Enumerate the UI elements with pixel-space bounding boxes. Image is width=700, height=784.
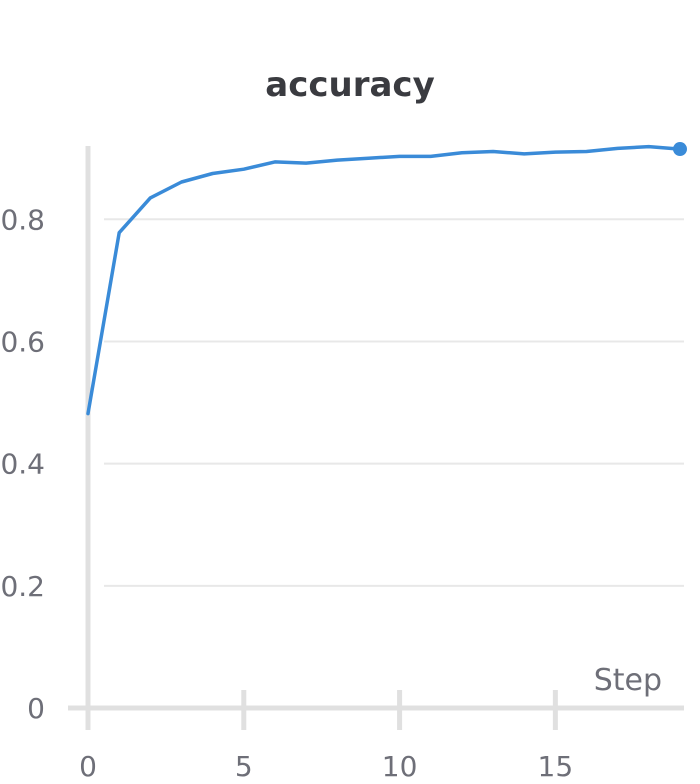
x-tick-label: 5 — [235, 750, 253, 783]
x-axis-label: Step — [594, 663, 662, 698]
axes — [68, 146, 684, 730]
y-tick-label: 0.4 — [0, 448, 45, 481]
y-tick-label: 0.2 — [0, 570, 45, 603]
chart-title: accuracy — [265, 65, 435, 105]
grid-lines — [104, 218, 684, 587]
x-tick-label: 0 — [79, 750, 97, 783]
tick-labels: 0 0.2 0.4 0.6 0.8 0 5 10 15 — [0, 203, 573, 783]
series — [86, 142, 687, 416]
y-tick-label: 0.8 — [0, 203, 45, 236]
x-tick-label: 10 — [382, 750, 418, 783]
y-tick-label: 0 — [27, 692, 45, 725]
x-tick-label: 15 — [538, 750, 574, 783]
series-line — [86, 144, 682, 416]
last-point-marker[interactable] — [673, 142, 687, 157]
y-tick-label: 0.6 — [0, 325, 45, 358]
